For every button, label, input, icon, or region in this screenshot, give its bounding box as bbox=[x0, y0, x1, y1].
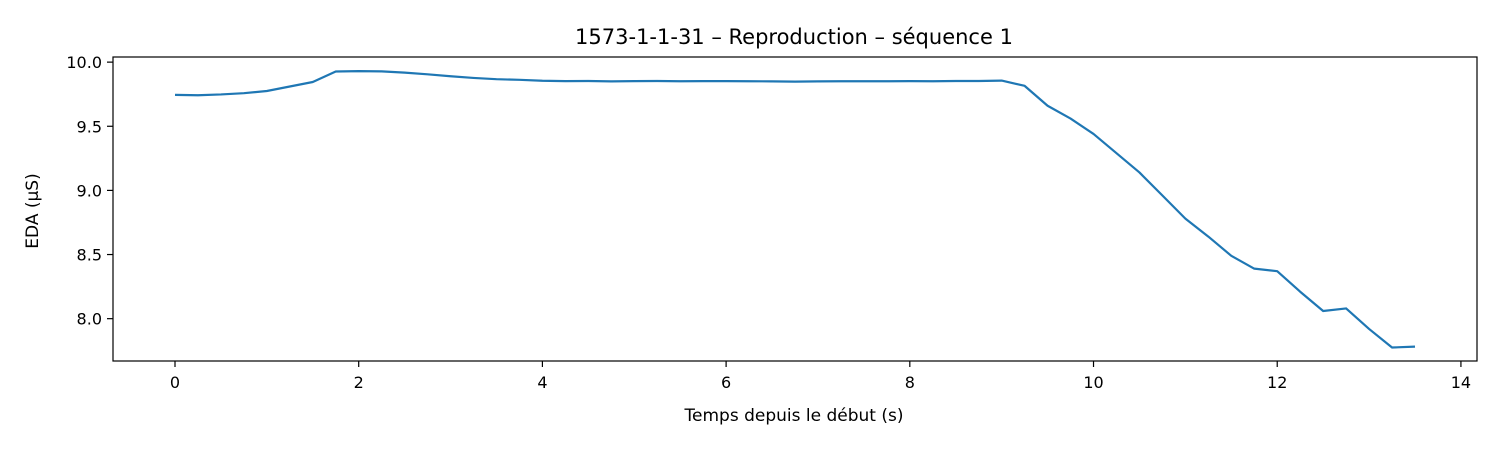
chart-title: 1573-1-1-31 – Reproduction – séquence 1 bbox=[575, 25, 1013, 49]
x-tick-label: 0 bbox=[170, 373, 180, 392]
y-tick-label: 10.0 bbox=[66, 53, 102, 72]
y-tick-label: 9.0 bbox=[77, 181, 102, 200]
x-tick-label: 4 bbox=[537, 373, 547, 392]
plot-area: 0 2 4 6 8 10 12 14 8.0 8.5 9.0 9.5 10.0 bbox=[66, 53, 1478, 392]
x-tick-label: 8 bbox=[905, 373, 915, 392]
x-tick-label: 2 bbox=[354, 373, 364, 392]
y-tick-label: 8.5 bbox=[77, 246, 102, 265]
x-tick-label: 10 bbox=[1083, 373, 1103, 392]
y-tick-label: 8.0 bbox=[77, 310, 102, 329]
plot-frame bbox=[112, 56, 1478, 362]
x-tick-label: 12 bbox=[1267, 373, 1287, 392]
y-axis-label: EDA (µS) bbox=[23, 173, 43, 248]
series-line-1 bbox=[174, 70, 1416, 349]
y-tick-label: 9.5 bbox=[77, 117, 102, 136]
x-tick-label: 14 bbox=[1451, 373, 1471, 392]
x-axis-label: Temps depuis le début (s) bbox=[684, 406, 904, 426]
x-tick-label: 6 bbox=[721, 373, 731, 392]
